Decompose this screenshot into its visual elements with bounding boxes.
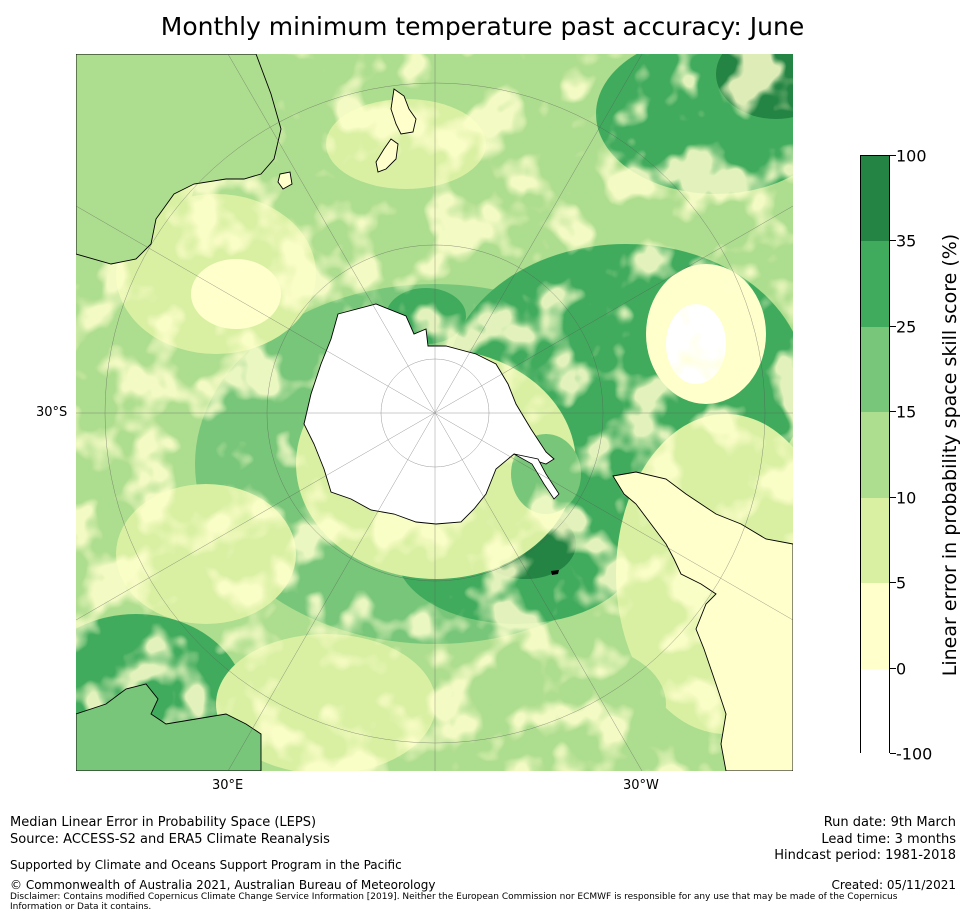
antarctic-peninsula xyxy=(513,453,560,500)
colorbar-segment xyxy=(861,412,889,498)
colorbar-tick-mark xyxy=(890,411,896,413)
footer-source: Source: ACCESS-S2 and ERA5 Climate Reana… xyxy=(10,832,330,847)
chart-title: Monthly minimum temperature past accurac… xyxy=(160,12,805,41)
falkland-islands xyxy=(551,570,559,575)
map-panel[interactable] xyxy=(76,54,793,771)
footer-lead-time: Lead time: 3 months xyxy=(821,832,956,847)
colorbar-tick-label: -100 xyxy=(896,744,933,764)
footer-leps: Median Linear Error in Probability Space… xyxy=(10,815,317,830)
footer-hindcast: Hindcast period: 1981-2018 xyxy=(774,848,956,863)
colorbar-tick-label: 5 xyxy=(896,573,907,593)
lon-label-30w: 30°W xyxy=(623,778,659,793)
colorbar-tick-mark xyxy=(890,325,896,327)
tasmania xyxy=(277,171,293,190)
australia xyxy=(76,54,282,265)
colorbar-segment xyxy=(861,326,889,413)
footer-support: Supported by Climate and Oceans Support … xyxy=(10,858,402,872)
colorbar-segment xyxy=(861,497,889,584)
footer-copyright: © Commonwealth of Australia 2021, Austra… xyxy=(10,878,436,892)
colorbar-tick-label: 15 xyxy=(896,402,917,422)
colorbar-segment xyxy=(861,241,889,327)
footer-created: Created: 05/11/2021 xyxy=(831,878,956,892)
colorbar-label: Linear error in probability space skill … xyxy=(939,233,961,677)
colorbar-tick-mark xyxy=(890,240,896,242)
colorbar-tick-label: 0 xyxy=(896,659,907,679)
graticule xyxy=(76,54,793,771)
lon-label-30e: 30°E xyxy=(212,778,244,793)
colorbar-tick-mark xyxy=(890,496,896,498)
colorbar-tick-label: 10 xyxy=(896,488,917,508)
colorbar-segment xyxy=(861,156,889,242)
colorbar-segment xyxy=(861,668,889,754)
footer-disclaimer: Disclaimer: Contains modified Copernicus… xyxy=(10,892,898,912)
colorbar-tick-mark xyxy=(890,753,896,754)
footer-run-date: Run date: 9th March xyxy=(823,815,956,830)
colorbar-tick-label: 35 xyxy=(896,231,917,251)
lat-label-30s: 30°S xyxy=(36,405,68,420)
colorbar-tick-label: 100 xyxy=(896,146,927,166)
colorbar-tick-mark xyxy=(890,667,896,669)
south-america xyxy=(612,471,793,771)
colorbar-tick-mark xyxy=(890,155,896,156)
colorbar-tick-mark xyxy=(890,582,896,584)
colorbar xyxy=(860,155,890,754)
colorbar-tick-label: 25 xyxy=(896,317,917,337)
new-zealand xyxy=(375,88,417,173)
antarctica xyxy=(303,303,555,525)
colorbar-segment xyxy=(861,583,889,669)
africa xyxy=(76,683,262,771)
